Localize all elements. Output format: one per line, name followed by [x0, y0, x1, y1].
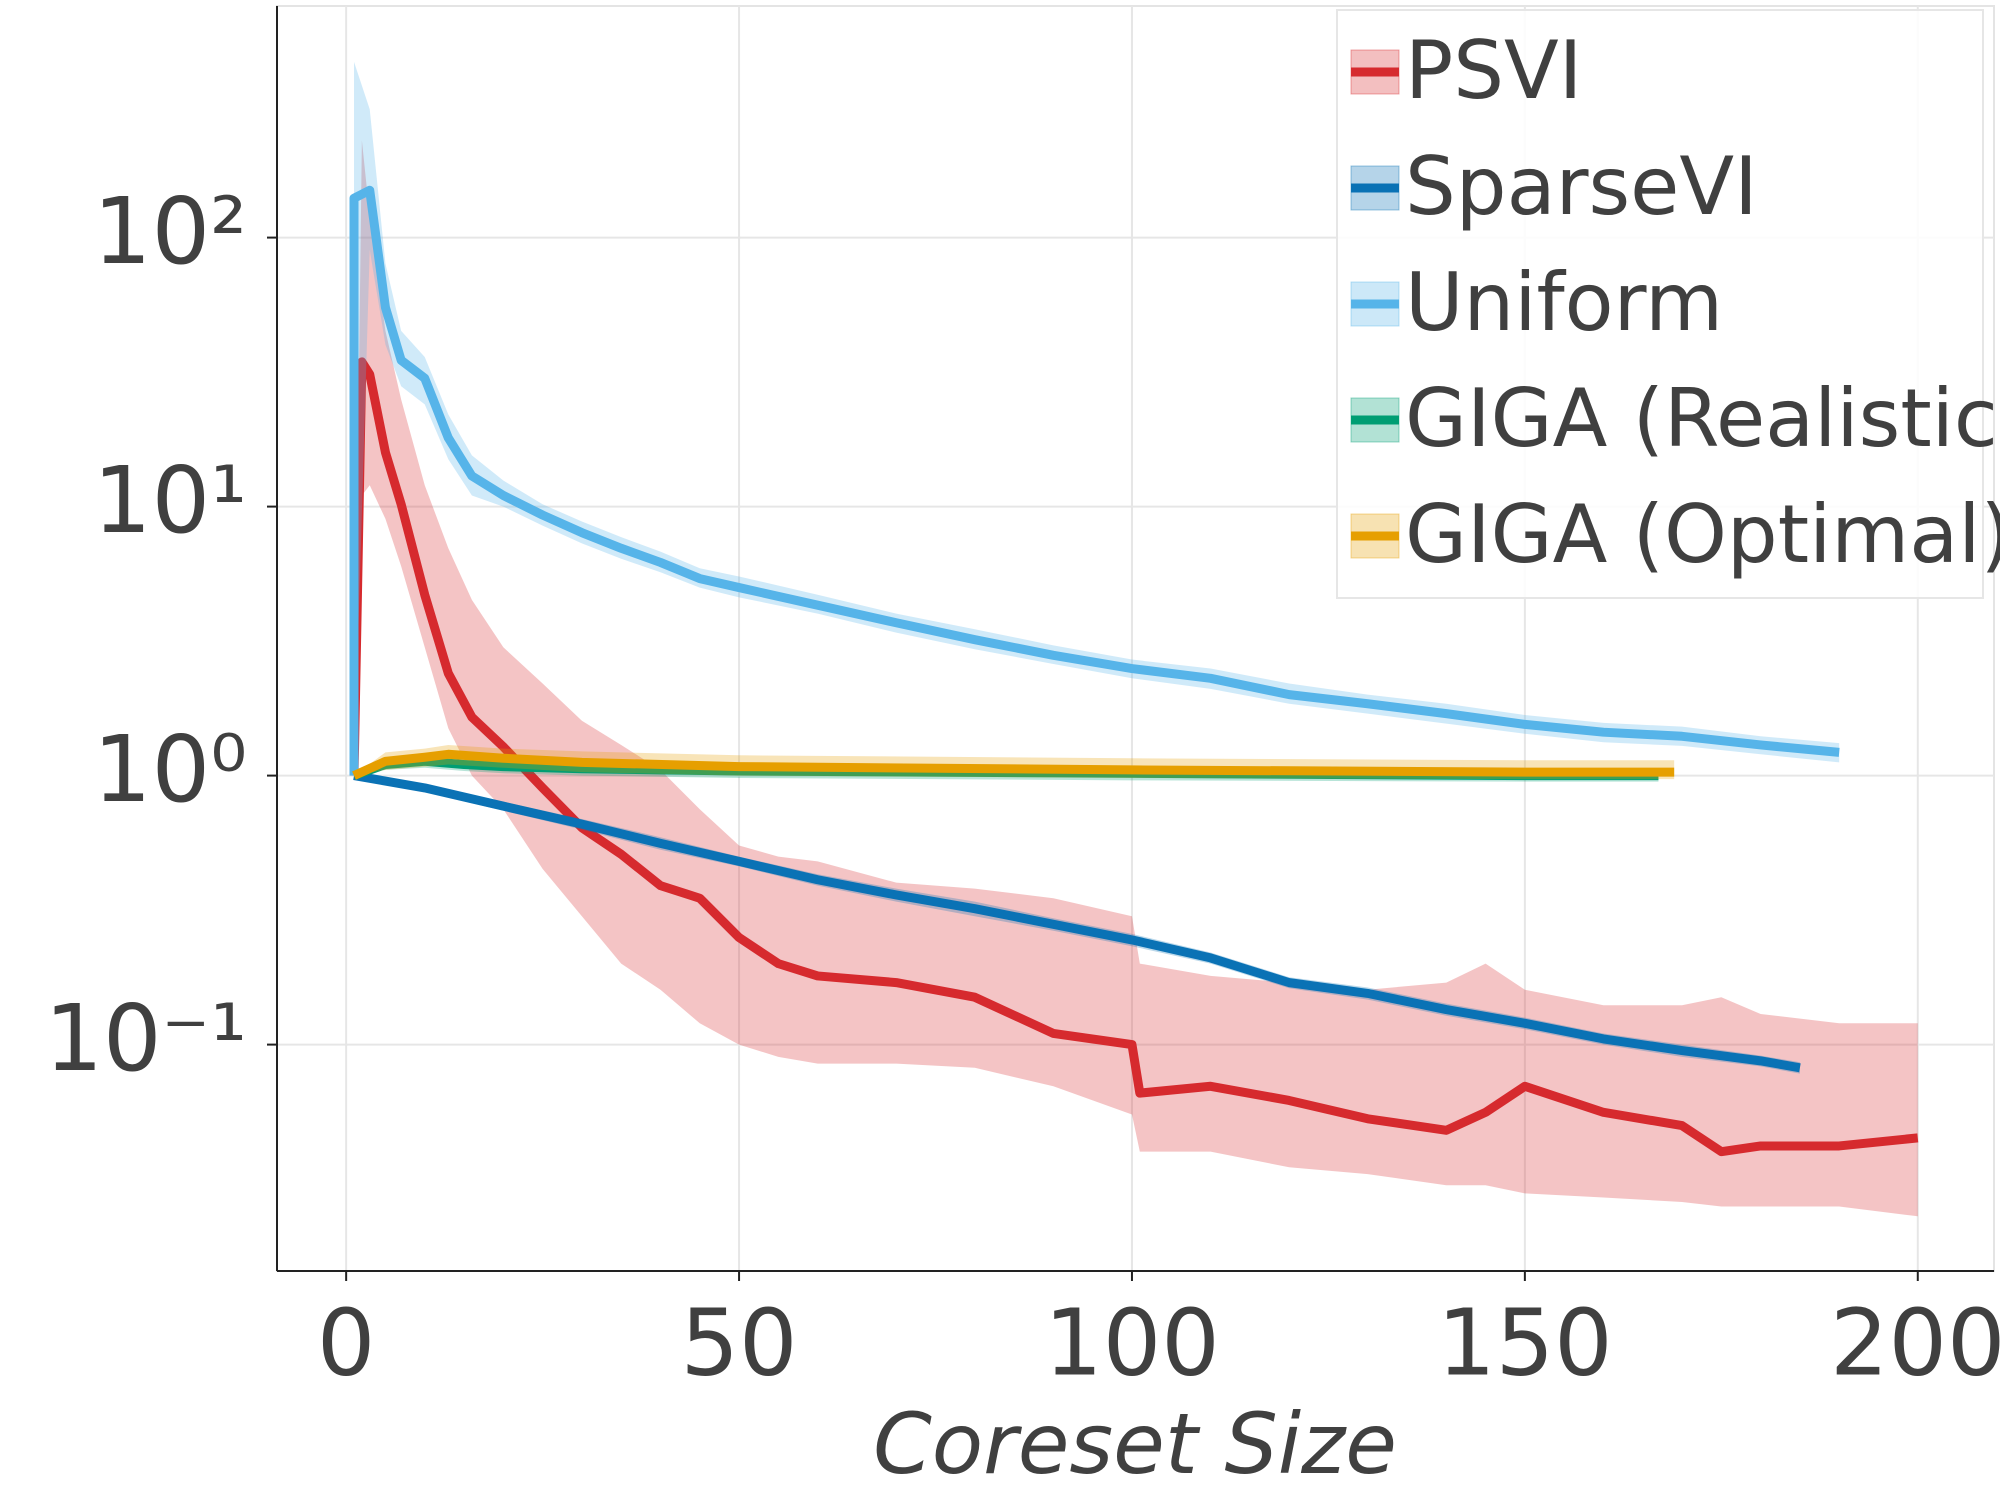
- y-tick-label: 10⁰: [93, 716, 247, 823]
- legend-label: GIGA (Realistic): [1405, 372, 2000, 465]
- legend-label: SparseVI: [1405, 140, 1758, 233]
- x-tick-label: 200: [1830, 1289, 2000, 1396]
- x-axis-label: Coreset Size: [873, 1395, 1397, 1493]
- x-tick-label: 0: [317, 1289, 376, 1396]
- series-line: [349, 185, 1840, 776]
- x-tick-label: 150: [1437, 1289, 1613, 1396]
- series-line: [349, 357, 1919, 1157]
- y-tick-label: 10²: [93, 178, 247, 285]
- legend-box: [1336, 9, 1984, 599]
- confidence-band: [354, 140, 1918, 1217]
- legend-label: GIGA (Optimal): [1405, 488, 2000, 581]
- legend: PSVI SparseVI Uniform GIGA (Realistic) GIGA …: [1336, 9, 2000, 599]
- x-tick-label: 50: [681, 1289, 798, 1396]
- y-tick-label: 10¹: [93, 447, 247, 554]
- y-tick-label: 10⁻¹: [44, 985, 247, 1092]
- legend-label: Uniform: [1405, 256, 1723, 349]
- x-tick-label: 100: [1044, 1289, 1220, 1396]
- series-line: [353, 771, 1801, 1073]
- legend-label: PSVI: [1405, 24, 1582, 117]
- series-line: [352, 749, 1675, 780]
